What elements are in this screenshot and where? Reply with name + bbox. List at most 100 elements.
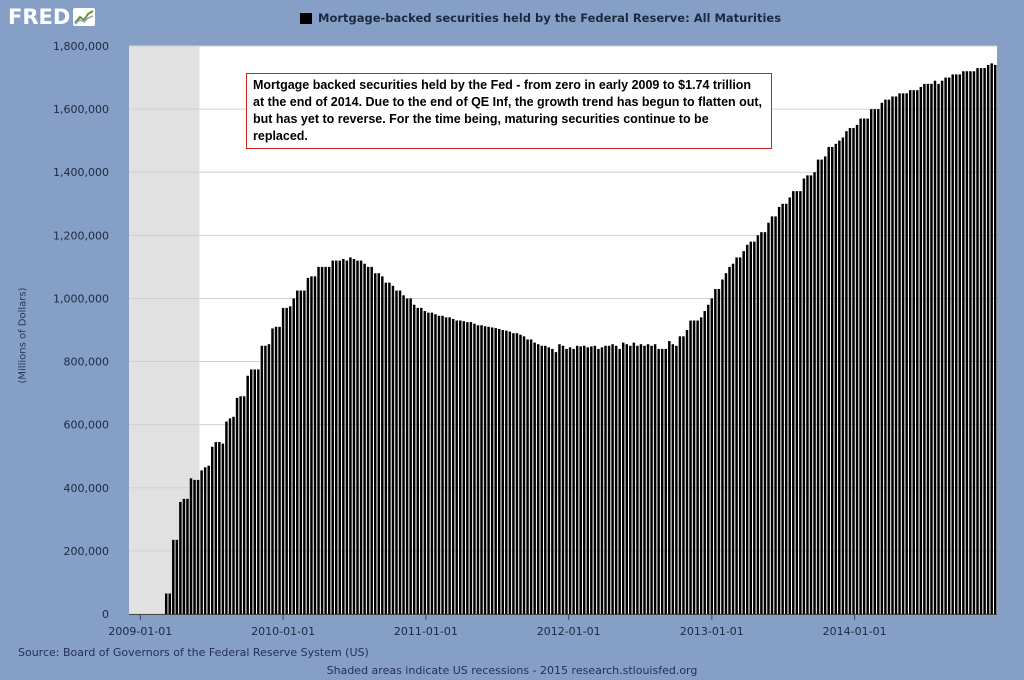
data-bar xyxy=(402,295,405,614)
data-bar xyxy=(483,326,487,614)
data-bar xyxy=(342,259,345,614)
x-tick-label: 2014-01-01 xyxy=(823,625,887,638)
data-bar xyxy=(579,346,582,614)
data-bar xyxy=(175,539,179,614)
data-bar xyxy=(625,344,629,614)
data-bar xyxy=(522,336,526,614)
data-bar xyxy=(774,216,777,614)
data-bar xyxy=(207,465,210,614)
data-bar xyxy=(660,348,664,614)
data-bar xyxy=(646,344,650,614)
data-bar xyxy=(540,345,543,614)
data-bar xyxy=(253,369,257,614)
data-bar xyxy=(923,83,926,614)
data-bar xyxy=(398,290,402,614)
data-bar xyxy=(186,498,189,614)
data-bar xyxy=(164,593,168,614)
data-bar xyxy=(636,345,639,614)
data-bar xyxy=(745,244,749,615)
legend-swatch xyxy=(300,12,312,24)
x-tick-label: 2013-01-01 xyxy=(680,625,744,638)
data-bar xyxy=(182,498,186,614)
data-bar xyxy=(515,333,519,614)
data-bar xyxy=(572,348,575,614)
data-bar xyxy=(536,344,540,614)
data-bar xyxy=(753,241,756,614)
data-bar xyxy=(310,276,313,614)
data-bar xyxy=(685,330,689,614)
data-bar xyxy=(788,197,791,614)
data-bar xyxy=(505,330,508,614)
y-tick-label: 200,000 xyxy=(64,545,110,558)
data-bar xyxy=(926,83,930,614)
data-bar xyxy=(597,348,600,614)
data-bar xyxy=(271,328,274,614)
x-tick-label: 2011-01-01 xyxy=(394,625,458,638)
data-bar xyxy=(614,345,618,614)
data-bar xyxy=(434,314,437,614)
recession-shade xyxy=(129,46,200,614)
data-bar xyxy=(912,90,915,614)
data-bar xyxy=(203,467,207,614)
data-bar xyxy=(519,334,522,614)
data-bar xyxy=(781,203,784,614)
data-bar xyxy=(444,317,448,614)
data-bar xyxy=(317,266,320,614)
data-bar xyxy=(852,128,855,615)
data-bar xyxy=(831,146,834,614)
trend-line-icon xyxy=(73,8,96,26)
data-bar xyxy=(823,156,827,614)
data-bar xyxy=(629,345,632,614)
data-bar xyxy=(544,345,547,614)
data-bar xyxy=(172,539,175,614)
data-bar xyxy=(643,345,646,614)
data-bar xyxy=(480,325,483,614)
data-bar xyxy=(391,285,395,614)
data-bar xyxy=(455,320,458,614)
data-bar xyxy=(728,266,731,614)
data-bar xyxy=(650,345,653,614)
data-bar xyxy=(235,397,239,614)
data-bar xyxy=(327,266,331,614)
y-tick-label: 400,000 xyxy=(64,482,110,495)
x-tick-label: 2009-01-01 xyxy=(108,625,172,638)
data-bar xyxy=(714,288,717,614)
data-bar xyxy=(196,479,200,614)
data-bar xyxy=(384,282,388,614)
data-bar xyxy=(749,241,753,614)
data-bar xyxy=(742,251,745,614)
data-bar xyxy=(388,282,391,614)
fred-logo[interactable]: FRED xyxy=(8,4,96,30)
data-bar xyxy=(767,222,770,614)
data-bar xyxy=(568,347,572,614)
data-bar xyxy=(813,172,816,614)
x-tick-label: 2012-01-01 xyxy=(537,625,601,638)
data-bar xyxy=(699,317,703,614)
fred-logo-text: FRED xyxy=(8,5,71,29)
data-bar xyxy=(476,325,480,614)
source-note: Source: Board of Governors of the Federa… xyxy=(18,646,369,659)
data-bar xyxy=(884,99,887,614)
data-bar xyxy=(894,96,898,614)
data-bar xyxy=(841,137,845,614)
data-bar xyxy=(462,321,466,614)
data-bar xyxy=(218,442,221,614)
data-bar xyxy=(901,93,905,615)
data-bar xyxy=(200,470,203,614)
data-bar xyxy=(724,273,728,614)
data-bar xyxy=(993,64,997,614)
data-bar xyxy=(657,348,660,614)
chart-legend: Mortgage-backed securities held by the F… xyxy=(300,10,781,26)
data-bar xyxy=(278,326,281,614)
data-bar xyxy=(274,326,278,614)
y-tick-label: 1,600,000 xyxy=(53,103,109,116)
data-bar xyxy=(448,317,451,614)
y-tick-label: 1,400,000 xyxy=(53,166,109,179)
data-bar xyxy=(976,68,979,615)
data-bar xyxy=(501,330,505,614)
data-bar xyxy=(955,74,958,614)
data-bar xyxy=(898,93,901,615)
data-bar xyxy=(834,143,838,615)
data-bar xyxy=(497,329,501,614)
y-tick-label: 800,000 xyxy=(64,356,110,369)
